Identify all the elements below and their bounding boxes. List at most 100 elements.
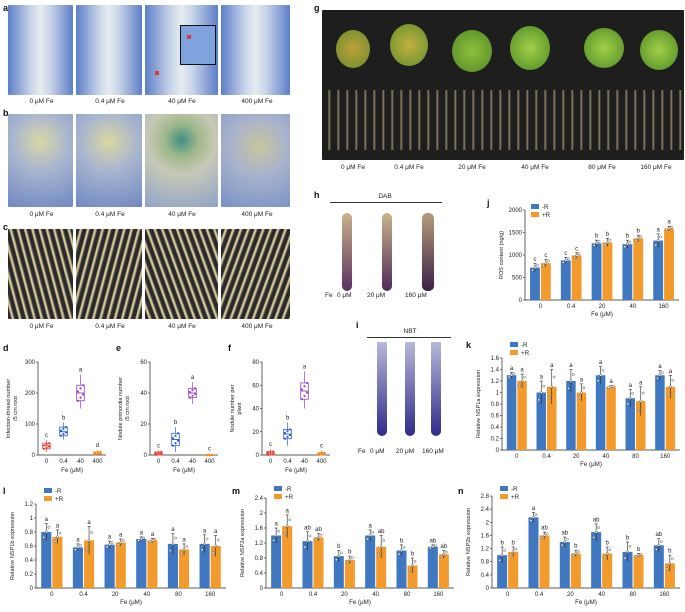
panel-label-i: i	[356, 320, 359, 330]
bar-plus-r	[606, 386, 616, 450]
significance-letter: b	[500, 540, 504, 546]
significance-letter: a	[609, 379, 613, 385]
y-axis-label-line1: Infection-thread number	[6, 379, 12, 439]
significance-letter: a	[639, 380, 643, 386]
caption-g-4: 80 μM Fe	[588, 164, 616, 171]
replicate-point	[548, 396, 551, 400]
plant-5	[640, 30, 678, 70]
replicate-point	[200, 548, 204, 552]
box-point	[45, 443, 48, 446]
replicate-point	[597, 240, 601, 243]
replicate-point	[569, 379, 573, 383]
y-tick-label: 1000	[509, 253, 523, 259]
bar-plus-r	[602, 242, 613, 300]
replicate-point	[110, 541, 114, 544]
bar-minus-r	[625, 398, 635, 450]
significance-letter: c	[320, 443, 323, 449]
replicate-point	[434, 544, 437, 548]
replicate-point	[153, 537, 157, 541]
box-point	[300, 398, 304, 401]
y-tick-label: 0.8	[491, 402, 500, 408]
legend-swatch-plus-r	[274, 494, 282, 499]
replicate-point	[335, 558, 338, 562]
significance-letter: b	[606, 232, 610, 238]
bar-plus-r	[438, 554, 449, 588]
significance-letter: b	[668, 549, 672, 555]
bar-plus-r	[517, 381, 527, 450]
legend-swatch-plus-r	[44, 496, 52, 501]
replicate-point	[306, 539, 309, 543]
y-axis-label-line1: Nodule primordia number	[118, 377, 124, 440]
legend-swatch-plus-r	[531, 212, 539, 217]
box-point	[98, 450, 102, 453]
y-tick-label: 60	[140, 360, 147, 366]
x-tick-label: 0	[269, 459, 273, 465]
dab-title: DAB	[378, 193, 392, 200]
panel-label-d: d	[3, 343, 9, 353]
micrograph-a-1	[76, 5, 142, 95]
replicate-point	[503, 549, 506, 552]
x-tick-label: 40	[598, 592, 605, 598]
replicate-point	[626, 402, 630, 406]
replicate-point	[543, 534, 546, 537]
x-tick-label: 160	[660, 454, 671, 460]
significance-letter: a	[657, 227, 661, 233]
bar-minus-r	[566, 381, 576, 450]
box-point	[286, 430, 289, 433]
replicate-point	[608, 238, 612, 242]
y-axis-label: Relative NSP2b expression	[466, 508, 472, 576]
replicate-point	[87, 539, 91, 542]
y-tick-label: 2.4	[255, 496, 264, 502]
replicate-point	[572, 554, 575, 557]
x-tick-label: 400	[204, 459, 215, 465]
replicate-point	[408, 569, 412, 572]
replicate-point	[623, 556, 627, 560]
box-point	[154, 453, 158, 457]
caption-g-1: 0.4 μM Fe	[394, 164, 424, 171]
replicate-point	[637, 553, 640, 557]
significance-letter: a	[658, 364, 662, 370]
y-tick-label: 1	[30, 516, 34, 522]
infection-thread-marker	[187, 35, 191, 39]
bar-minus-r	[497, 555, 508, 588]
replicate-point	[137, 539, 141, 542]
bar-minus-r	[622, 551, 633, 588]
dab-caption-1: 20 μM	[367, 292, 386, 299]
box-point	[42, 444, 46, 447]
bar-plus-r	[636, 401, 646, 450]
box-point	[76, 399, 80, 402]
photo-c-1	[76, 229, 142, 319]
replicate-point	[214, 544, 218, 548]
x-axis-label: Fe (μM)	[120, 599, 142, 606]
box-point	[266, 453, 270, 457]
box-point	[288, 428, 292, 431]
replicate-point	[523, 375, 526, 379]
legend-swatch-plus-r	[510, 350, 518, 355]
y-tick-label: 200	[25, 391, 36, 397]
legend-label-minus-r: -R	[285, 486, 292, 493]
replicate-point	[575, 254, 578, 257]
bar-minus-r	[653, 545, 664, 588]
y-tick-label: 0.4	[481, 573, 490, 579]
box-point	[269, 453, 272, 456]
micrograph-b-1	[76, 114, 142, 207]
box-point	[188, 390, 192, 394]
replicate-point	[277, 530, 280, 533]
y-tick-label: 2	[486, 520, 490, 526]
replicate-point	[413, 560, 417, 563]
replicate-point	[308, 534, 312, 538]
bar-plus-r	[547, 386, 557, 450]
replicate-point	[626, 550, 629, 554]
box-point	[191, 394, 194, 397]
caption-a-2: 40 μM Fe	[168, 98, 196, 105]
significance-letter: a	[669, 369, 673, 375]
box-point	[159, 452, 163, 455]
replicate-point	[612, 384, 615, 388]
replicate-point	[498, 559, 501, 562]
box-point	[62, 427, 65, 430]
y-tick-label: 20	[252, 430, 259, 436]
micrograph-a-0	[8, 5, 73, 95]
replicate-point	[639, 399, 643, 403]
replicate-point	[411, 564, 414, 567]
significance-letter: a	[286, 508, 290, 514]
